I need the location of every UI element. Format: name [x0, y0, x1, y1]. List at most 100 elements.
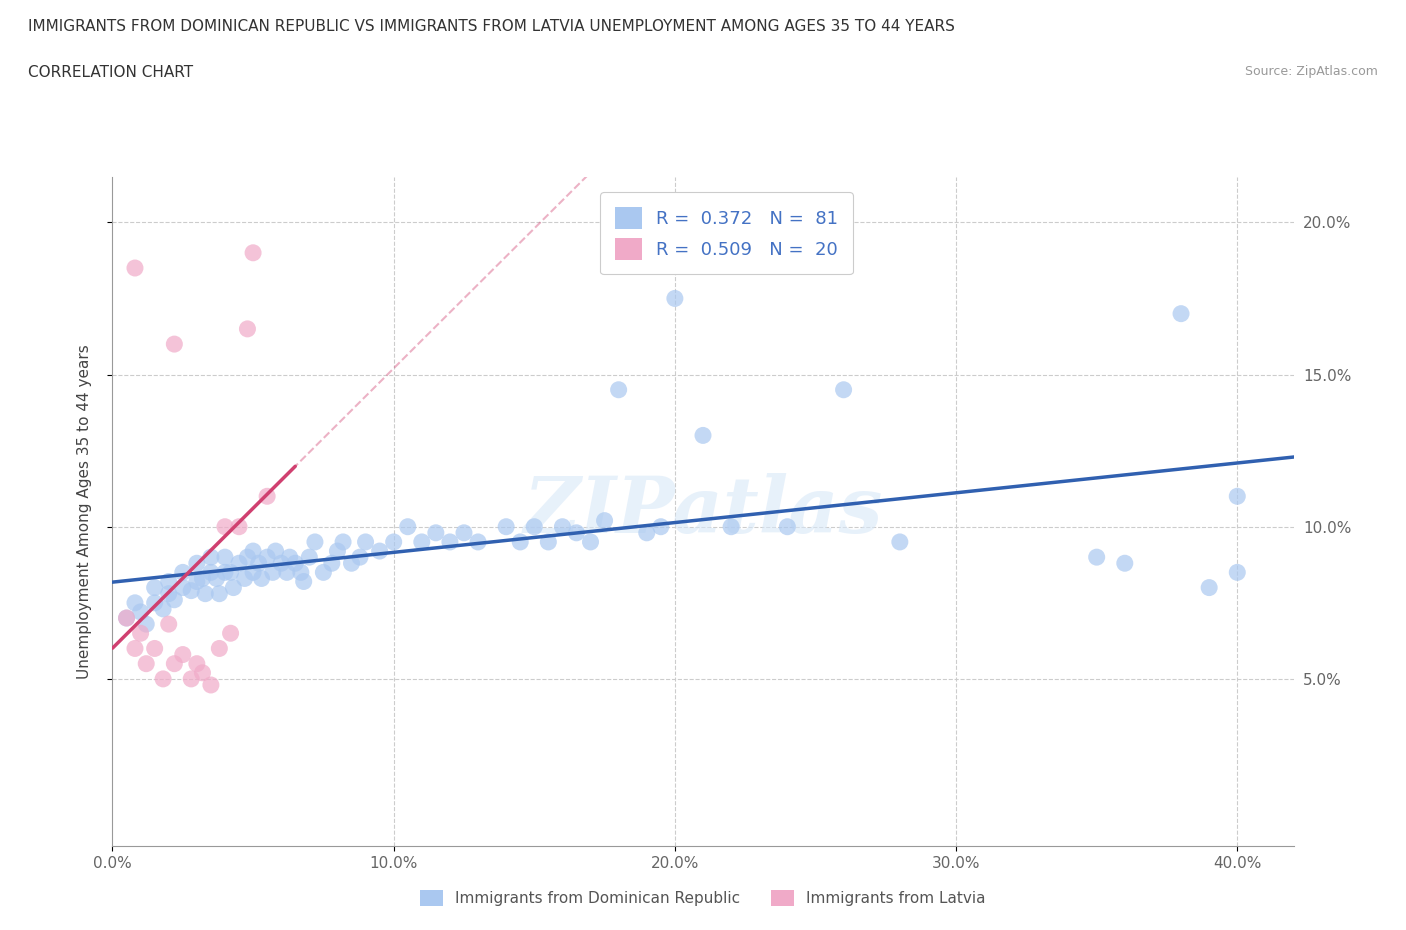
Point — [242, 544, 264, 559]
Point — [208, 586, 231, 601]
Point — [219, 626, 242, 641]
Point — [180, 583, 202, 598]
Point — [163, 337, 186, 352]
Point — [152, 671, 174, 686]
Text: IMMIGRANTS FROM DOMINICAN REPUBLIC VS IMMIGRANTS FROM LATVIA UNEMPLOYMENT AMONG : IMMIGRANTS FROM DOMINICAN REPUBLIC VS IM… — [28, 19, 955, 33]
Point — [565, 525, 588, 540]
Point — [607, 382, 630, 397]
Point — [163, 592, 186, 607]
Point — [1226, 489, 1249, 504]
Point — [278, 550, 301, 565]
Point — [270, 556, 292, 571]
Point — [157, 617, 180, 631]
Point — [368, 544, 391, 559]
Point — [332, 535, 354, 550]
Point — [124, 641, 146, 656]
Point — [256, 489, 278, 504]
Point — [186, 657, 208, 671]
Point — [692, 428, 714, 443]
Point — [636, 525, 658, 540]
Point — [1114, 556, 1136, 571]
Point — [439, 535, 461, 550]
Point — [312, 565, 335, 579]
Point — [172, 565, 194, 579]
Point — [157, 574, 180, 589]
Point — [124, 595, 146, 610]
Point — [298, 550, 321, 565]
Point — [214, 550, 236, 565]
Point — [551, 519, 574, 534]
Point — [523, 519, 546, 534]
Point — [228, 556, 250, 571]
Point — [242, 246, 264, 260]
Point — [776, 519, 799, 534]
Point — [340, 556, 363, 571]
Point — [163, 657, 186, 671]
Point — [115, 611, 138, 626]
Point — [411, 535, 433, 550]
Point — [593, 513, 616, 528]
Point — [1226, 565, 1249, 579]
Y-axis label: Unemployment Among Ages 35 to 44 years: Unemployment Among Ages 35 to 44 years — [77, 344, 91, 679]
Point — [832, 382, 855, 397]
Point — [290, 565, 312, 579]
Point — [354, 535, 377, 550]
Point — [186, 556, 208, 571]
Point — [135, 617, 157, 631]
Point — [284, 556, 307, 571]
Point — [236, 322, 259, 337]
Point — [172, 647, 194, 662]
Point — [236, 550, 259, 565]
Point — [264, 544, 287, 559]
Point — [180, 671, 202, 686]
Point — [304, 535, 326, 550]
Point — [326, 544, 349, 559]
Point — [650, 519, 672, 534]
Point — [143, 641, 166, 656]
Point — [247, 556, 270, 571]
Point — [262, 565, 284, 579]
Point — [889, 535, 911, 550]
Point — [222, 580, 245, 595]
Point — [382, 535, 405, 550]
Text: CORRELATION CHART: CORRELATION CHART — [28, 65, 193, 80]
Point — [228, 519, 250, 534]
Point — [664, 291, 686, 306]
Point — [1198, 580, 1220, 595]
Point — [143, 580, 166, 595]
Point — [579, 535, 602, 550]
Point — [720, 519, 742, 534]
Point — [250, 571, 273, 586]
Point — [537, 535, 560, 550]
Point — [129, 604, 152, 619]
Legend: Immigrants from Dominican Republic, Immigrants from Latvia: Immigrants from Dominican Republic, Immi… — [415, 884, 991, 912]
Point — [495, 519, 517, 534]
Point — [135, 657, 157, 671]
Point — [292, 574, 315, 589]
Point — [152, 602, 174, 617]
Point — [509, 535, 531, 550]
Point — [194, 586, 217, 601]
Point — [453, 525, 475, 540]
Point — [157, 586, 180, 601]
Point — [186, 574, 208, 589]
Point — [1170, 306, 1192, 321]
Text: ZIPatlas: ZIPatlas — [523, 473, 883, 550]
Point — [276, 565, 298, 579]
Point — [219, 565, 242, 579]
Point — [200, 678, 222, 693]
Point — [143, 595, 166, 610]
Point — [205, 571, 228, 586]
Point — [208, 641, 231, 656]
Point — [233, 571, 256, 586]
Point — [191, 665, 214, 680]
Point — [467, 535, 489, 550]
Point — [396, 519, 419, 534]
Point — [349, 550, 371, 565]
Point — [200, 550, 222, 565]
Point — [124, 260, 146, 275]
Point — [425, 525, 447, 540]
Point — [214, 519, 236, 534]
Point — [200, 565, 222, 579]
Point — [256, 550, 278, 565]
